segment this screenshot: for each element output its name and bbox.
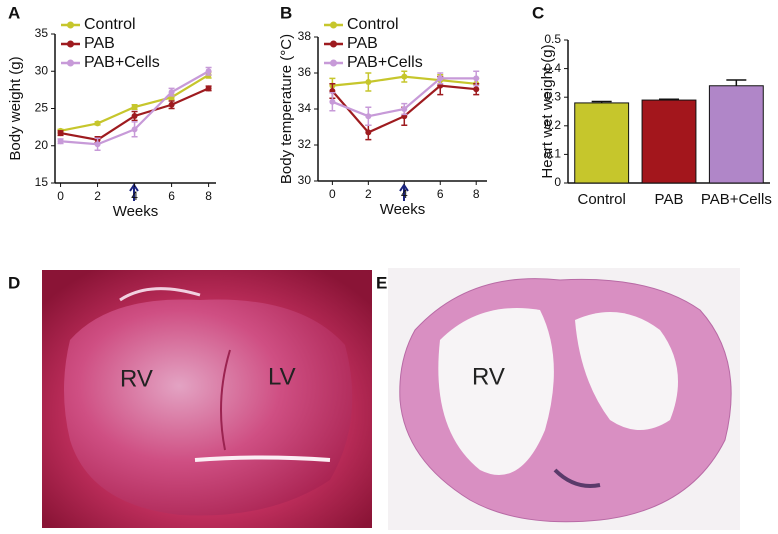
panel-label: C (532, 3, 544, 22)
y-axis-label: Body weight (g) (7, 56, 24, 160)
y-tick-label: 20 (35, 138, 49, 152)
bar (708, 85, 764, 184)
y-tick-label: 0.3 (544, 89, 561, 103)
y-tick-label: 0.2 (544, 118, 561, 132)
point (131, 112, 138, 119)
y-tick-label: 30 (298, 173, 312, 187)
point (131, 104, 138, 111)
x-tick-label: 0 (329, 187, 336, 201)
point (473, 86, 480, 93)
y-tick-label: 25 (35, 101, 49, 115)
point (94, 120, 101, 127)
y-tick-label: 36 (298, 65, 312, 79)
y-tick-label: 32 (298, 137, 312, 151)
point (131, 126, 138, 133)
point (437, 75, 444, 82)
legend-label: Control (347, 16, 399, 33)
error-bar (726, 79, 747, 86)
point (401, 106, 408, 112)
legend-label: PAB+Cells (347, 54, 423, 71)
legend-label: PAB (347, 35, 378, 52)
panel-label: E (376, 273, 387, 292)
point (329, 98, 336, 105)
legend-marker (67, 40, 74, 48)
point (365, 129, 372, 136)
x-tick-label: 2 (94, 189, 101, 203)
legend-label: Control (84, 16, 136, 33)
x-tick-label: 6 (437, 187, 444, 201)
y-tick-label: 38 (298, 29, 312, 43)
point (473, 75, 480, 82)
arrow (129, 183, 139, 201)
image-label: LV (268, 363, 296, 390)
x-tick-label: 8 (473, 187, 480, 201)
legend-marker (67, 21, 74, 29)
bar (574, 102, 630, 184)
point (401, 73, 408, 80)
x-tick-label: 4 (131, 189, 138, 203)
x-tick-label: 6 (168, 189, 175, 203)
point (57, 138, 64, 145)
histology-section (388, 268, 740, 530)
point (168, 101, 175, 108)
panel-label: A (8, 3, 20, 22)
x-tick-label: 2 (365, 187, 372, 201)
y-tick-label: 34 (298, 101, 312, 115)
point (94, 141, 101, 148)
legend-marker (330, 59, 337, 67)
image-label: RV (120, 365, 153, 392)
panel-label: B (280, 3, 292, 22)
y-axis-label: Body temperature (°C) (278, 34, 295, 184)
point (57, 130, 64, 137)
y-axis-label: Heart wet weight (g) (539, 44, 556, 178)
error-bar (591, 100, 612, 103)
photo-heart (42, 270, 372, 528)
y-tick-label: 30 (35, 63, 49, 77)
x-tick-label: PAB+Cells (701, 191, 772, 208)
error-bar (659, 98, 679, 101)
x-tick-label: 4 (401, 187, 408, 201)
y-tick-label: 15 (35, 175, 49, 189)
x-tick-label: 0 (57, 189, 64, 203)
x-axis-label: Weeks (380, 201, 426, 218)
y-tick-label: 0.1 (544, 147, 561, 161)
point (168, 89, 175, 96)
image-label: RV (472, 363, 505, 390)
point (205, 85, 212, 92)
point (365, 113, 372, 120)
x-tick-label: Control (577, 191, 625, 208)
legend-marker (330, 21, 337, 29)
legend-marker (67, 59, 74, 67)
legend-label: PAB (84, 35, 115, 52)
bar (641, 99, 697, 184)
x-axis-label: Weeks (113, 203, 159, 220)
y-tick-label: 0.5 (544, 32, 561, 46)
y-tick-label: 35 (35, 26, 49, 40)
legend-marker (330, 40, 337, 48)
y-tick-label: 0.4 (544, 61, 561, 75)
panel-label: D (8, 273, 20, 292)
x-tick-label: PAB (655, 191, 684, 208)
y-tick-label: 0 (554, 175, 561, 189)
x-tick-label: 8 (205, 189, 212, 203)
point (365, 79, 372, 85)
legend-label: PAB+Cells (84, 54, 160, 71)
point (205, 68, 212, 75)
